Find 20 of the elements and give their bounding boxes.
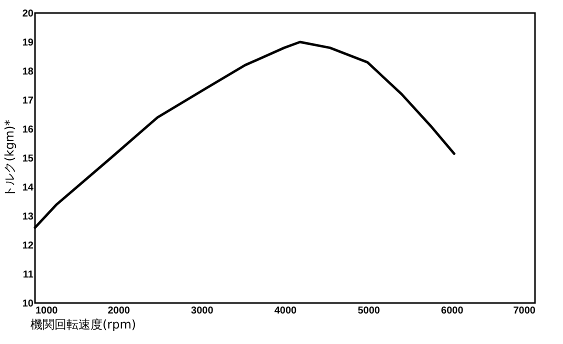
x-axis-title: 機関回転速度(rpm): [30, 318, 136, 332]
y-axis-title: トルク(kgm)*: [2, 120, 16, 198]
x-tick-label: 5000: [358, 306, 380, 316]
y-tick-label: 10: [22, 298, 34, 310]
y-tick-label: 11: [22, 270, 34, 280]
y-tick-label: 18: [22, 66, 34, 78]
y-tick-label: 20: [22, 8, 34, 20]
y-tick-label: 13: [22, 212, 34, 222]
x-tick-label: 7000: [513, 306, 536, 316]
y-tick-label: 19: [22, 38, 34, 48]
y-tick-label: 15: [22, 154, 34, 164]
x-tick-label: 2000: [108, 306, 130, 316]
x-tick-label: 6000: [441, 306, 464, 316]
y-tick-label: 12: [22, 240, 34, 252]
x-tick-label: 3000: [191, 306, 214, 316]
y-tick-label: 17: [22, 96, 34, 106]
x-tick-label: 4000: [274, 306, 298, 316]
y-tick-label: 14: [22, 182, 34, 194]
y-tick-label: 16: [22, 124, 34, 136]
x-tick-label: 1000: [36, 306, 58, 316]
